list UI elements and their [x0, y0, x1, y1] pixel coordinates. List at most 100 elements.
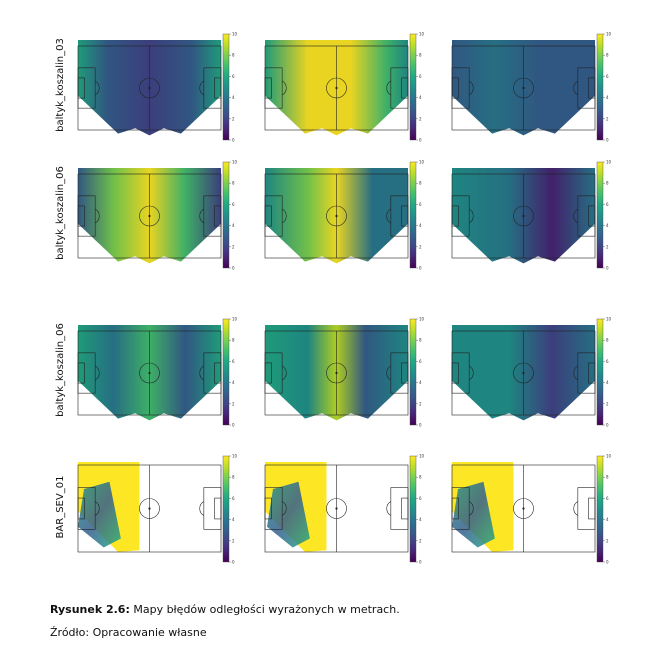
colorbar-tick-label: 2: [606, 401, 609, 406]
colorbar-tick-label: 8: [232, 475, 235, 480]
colorbar: 0 2 4 6 8 10: [596, 317, 612, 428]
colorbar-tick-label: 10: [606, 454, 612, 459]
colorbar-tick-label: 4: [419, 223, 422, 228]
colorbar-tick-label: 2: [606, 538, 609, 543]
colorbar-tick-label: 10: [419, 454, 425, 459]
colorbar-tick-label: 2: [419, 116, 422, 121]
colorbar-tick-label: 10: [606, 317, 612, 322]
colorbar-tick-label: 6: [232, 359, 235, 364]
colorbar-tick-label: 0: [606, 560, 609, 565]
colorbar-tick-label: 10: [232, 32, 238, 37]
colorbar: 0 2 4 6 8 10: [222, 32, 238, 143]
row-label: BAR_SEV_01: [55, 476, 66, 539]
pitch-lines: [451, 173, 596, 259]
colorbar: 0 2 4 6 8 10: [596, 160, 612, 271]
colorbar-tick-label: 6: [606, 74, 609, 79]
colorbar-tick-label: 10: [419, 317, 425, 322]
colorbar-tick-label: 0: [232, 266, 235, 271]
colorbar-tick-label: 8: [232, 181, 235, 186]
colorbar: 0 2 4 6 8 10: [409, 454, 425, 565]
colorbar-tick-label: 0: [419, 266, 422, 271]
colorbar-tick-label: 8: [419, 475, 422, 480]
pitch-lines: [264, 45, 409, 131]
error-wedge: [78, 481, 121, 548]
colorbar-tick-label: 2: [232, 244, 235, 249]
colorbar: 0 2 4 6 8 10: [222, 317, 238, 428]
colorbar-tick-label: 10: [232, 160, 238, 165]
colorbar-tick-label: 6: [606, 202, 609, 207]
colorbar-tick-label: 6: [419, 74, 422, 79]
colorbar-tick-label: 8: [232, 53, 235, 58]
pitch-lines: [77, 464, 222, 553]
colorbar-tick-label: 10: [419, 32, 425, 37]
colorbar-tick-label: 6: [606, 359, 609, 364]
colorbar-tick-label: 2: [232, 116, 235, 121]
colorbar-tick-label: 6: [419, 496, 422, 501]
pitch-lines: [264, 330, 409, 416]
colorbar-tick-label: 8: [232, 338, 235, 343]
error-wedge: [267, 481, 310, 548]
colorbar-tick-label: 4: [232, 517, 235, 522]
colorbar-tick-label: 2: [419, 244, 422, 249]
pitch-lines: [77, 330, 222, 416]
heatmap-panel: [265, 462, 327, 552]
colorbar-tick-label: 0: [606, 266, 609, 271]
colorbar-tick-label: 8: [419, 181, 422, 186]
colorbar-tick-label: 2: [232, 401, 235, 406]
pitch-lines: [451, 330, 596, 416]
colorbar: 0 2 4 6 8 10: [222, 160, 238, 271]
colorbar-tick-label: 2: [232, 538, 235, 543]
colorbar: 0 2 4 6 8 10: [409, 317, 425, 428]
colorbar-tick-label: 4: [419, 380, 422, 385]
colorbar-tick-label: 8: [606, 475, 609, 480]
row-label: baltyk_koszalin_03: [55, 38, 66, 132]
colorbar-tick-label: 6: [419, 359, 422, 364]
colorbar-tick-label: 4: [606, 223, 609, 228]
colorbar: 0 2 4 6 8 10: [409, 32, 425, 143]
colorbar-tick-label: 0: [232, 560, 235, 565]
colorbar-tick-label: 4: [232, 380, 235, 385]
colorbar: 0 2 4 6 8 10: [596, 32, 612, 143]
colorbar-tick-label: 8: [419, 338, 422, 343]
heatmap-panel: [452, 462, 514, 552]
colorbar-tick-label: 0: [419, 423, 422, 428]
figure-caption: Rysunek 2.6: Mapy błędów odległości wyra…: [50, 603, 400, 616]
colorbar-tick-label: 4: [232, 223, 235, 228]
colorbar-tick-label: 8: [419, 53, 422, 58]
colorbar-tick-label: 0: [419, 560, 422, 565]
pitch-lines: [77, 45, 222, 131]
pitch-lines: [77, 173, 222, 259]
colorbar-tick-label: 8: [606, 53, 609, 58]
colorbar: 0 2 4 6 8 10: [409, 160, 425, 271]
pitch-lines: [451, 45, 596, 131]
colorbar-tick-label: 10: [232, 454, 238, 459]
colorbar-tick-label: 2: [419, 538, 422, 543]
colorbar-tick-label: 6: [419, 202, 422, 207]
colorbar-tick-label: 0: [232, 423, 235, 428]
colorbar-tick-label: 6: [232, 202, 235, 207]
colorbar-tick-label: 0: [419, 138, 422, 143]
colorbar-tick-label: 6: [606, 496, 609, 501]
pitch-lines: [451, 464, 596, 553]
colorbar: 0 2 4 6 8 10: [596, 454, 612, 565]
colorbar-tick-label: 4: [606, 380, 609, 385]
row-label: baltyk_koszalin_06: [55, 166, 66, 260]
colorbar-tick-label: 4: [606, 517, 609, 522]
figure-source: Źródło: Opracowanie własne: [50, 626, 207, 639]
error-wedge: [452, 481, 495, 548]
colorbar-tick-label: 10: [419, 160, 425, 165]
heatmap-panel: [78, 462, 140, 552]
colorbar-tick-label: 6: [232, 496, 235, 501]
colorbar-tick-label: 0: [606, 423, 609, 428]
colorbar-tick-label: 2: [606, 244, 609, 249]
caption-label: Rysunek 2.6:: [50, 603, 130, 616]
colorbar-tick-label: 10: [606, 32, 612, 37]
colorbar-tick-label: 2: [606, 116, 609, 121]
colorbar-tick-label: 10: [232, 317, 238, 322]
colorbar-tick-label: 2: [419, 401, 422, 406]
pitch-lines: [264, 173, 409, 259]
colorbar: 0 2 4 6 8 10: [222, 454, 238, 565]
colorbar-tick-label: 8: [606, 338, 609, 343]
colorbar-tick-label: 0: [232, 138, 235, 143]
colorbar-tick-label: 8: [606, 181, 609, 186]
